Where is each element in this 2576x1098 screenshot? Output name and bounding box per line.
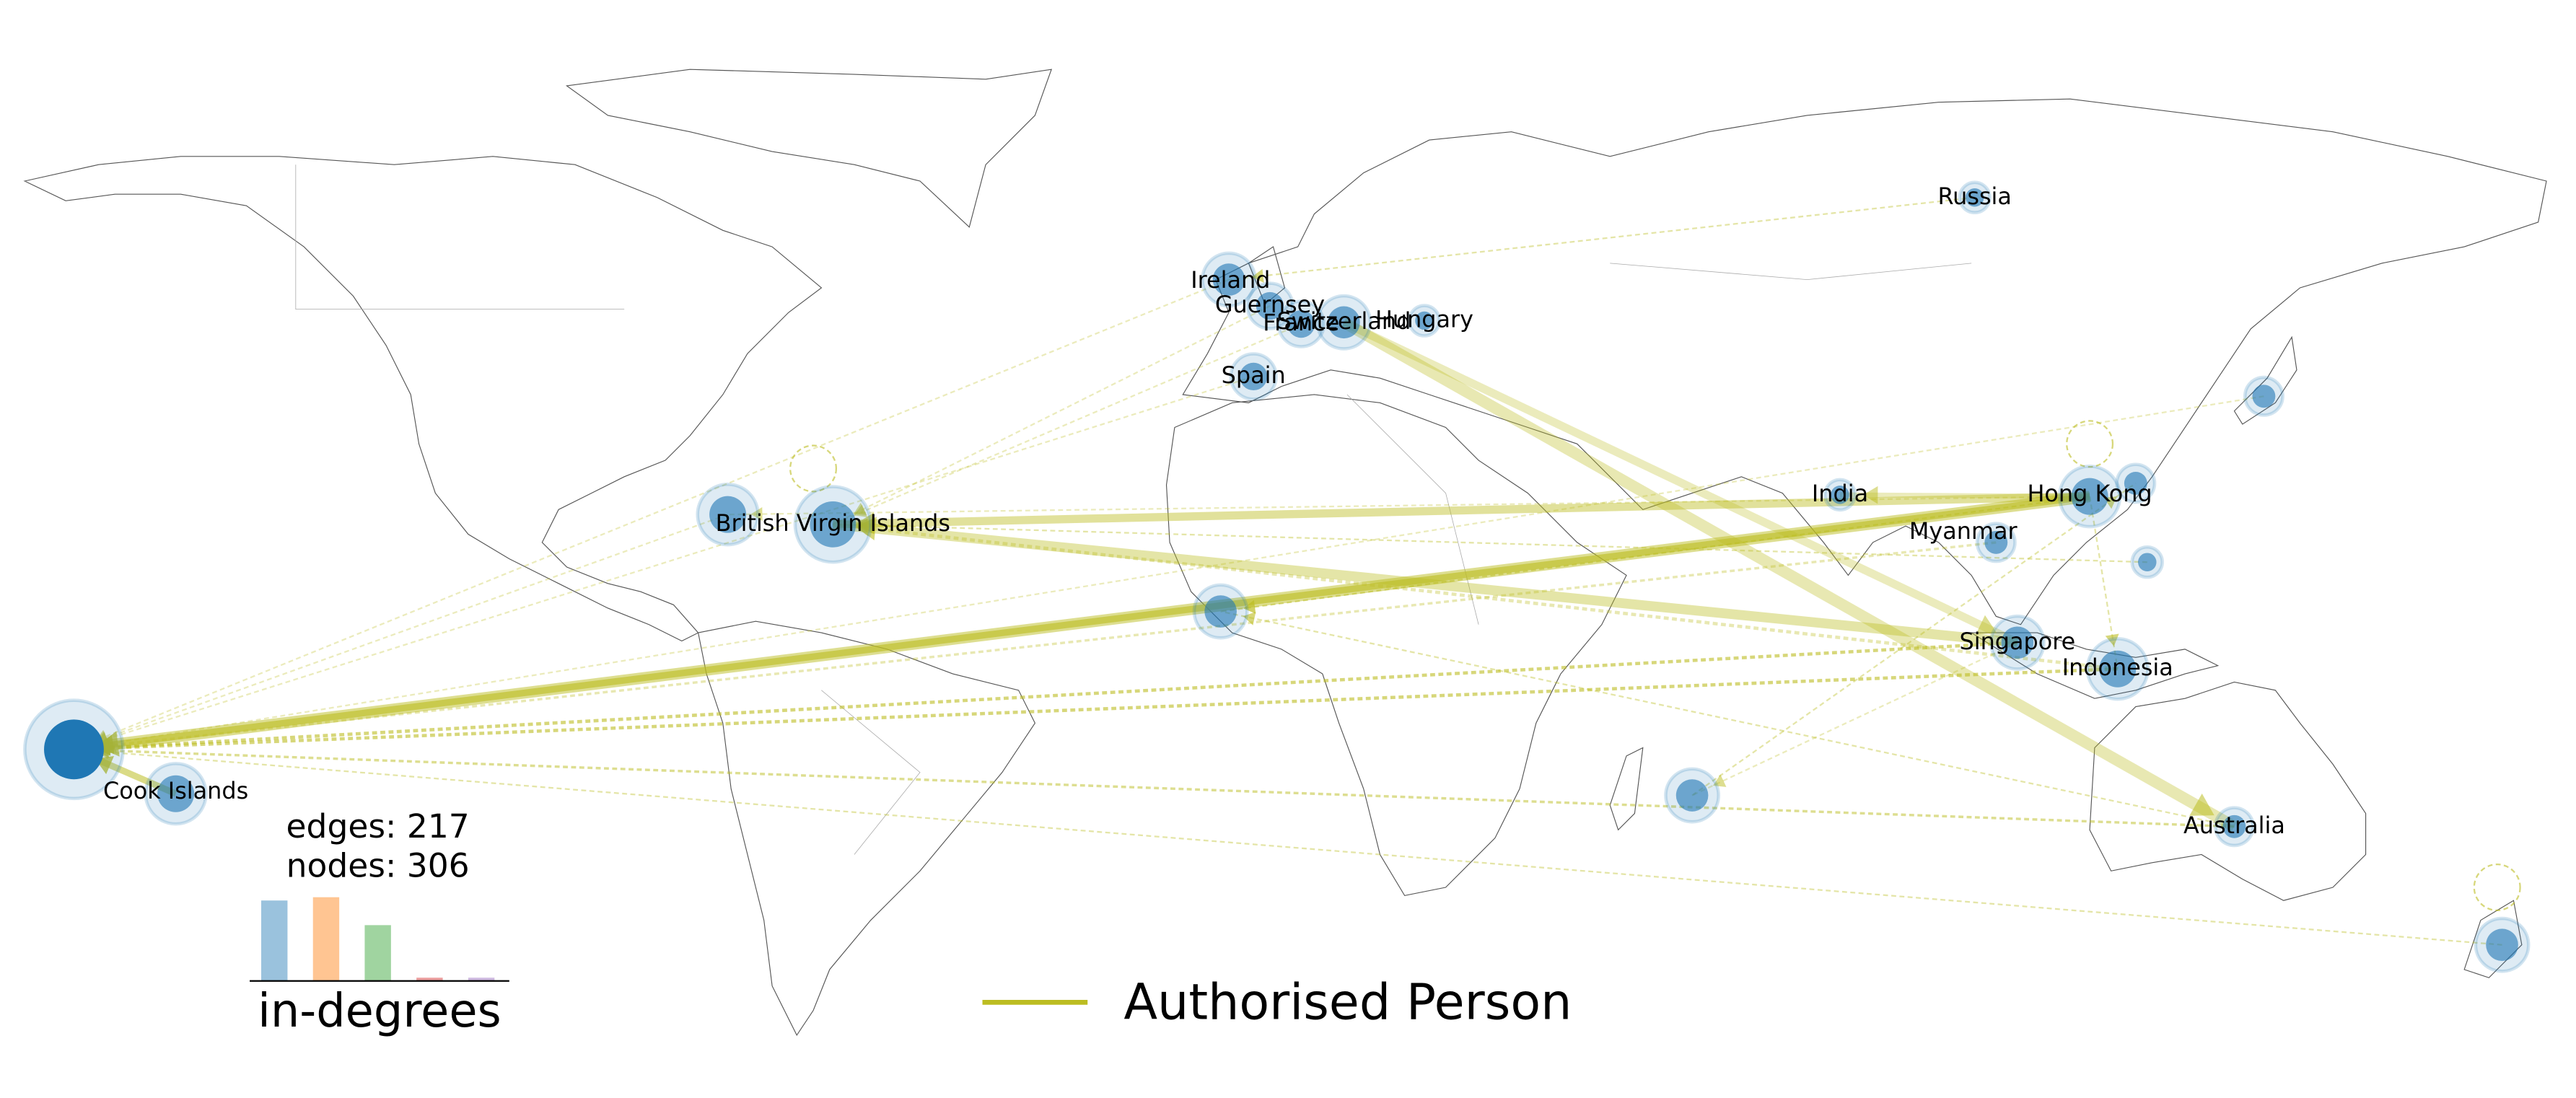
node-label: Cook Islands <box>103 777 248 804</box>
edge <box>74 395 2264 750</box>
node <box>2138 553 2157 571</box>
node <box>810 501 857 548</box>
node-label: Guernsey <box>1215 291 1325 318</box>
edge-arrow <box>1251 268 1264 283</box>
stat-value: 217 <box>407 807 470 846</box>
node-label: Hungary <box>1375 306 1473 333</box>
node-label: Spain <box>1222 361 1286 389</box>
edge <box>73 493 2090 753</box>
node <box>1831 486 1849 504</box>
node <box>1415 311 1434 330</box>
stat-value: 306 <box>407 846 470 884</box>
edge <box>1691 482 2137 796</box>
histogram-bar <box>416 978 443 981</box>
edge <box>74 278 1230 750</box>
node-label: France <box>1263 309 1339 336</box>
node <box>1240 362 1268 391</box>
histogram-bar <box>312 897 340 981</box>
node <box>1287 309 1315 338</box>
edge <box>74 514 729 750</box>
histogram-bar <box>261 900 288 981</box>
edges-count: edges: 217 <box>286 807 470 846</box>
self-loop <box>2066 420 2114 468</box>
edge <box>74 748 2235 828</box>
edge-arrow <box>2189 794 2214 816</box>
node-label: Hong Kong <box>2027 480 2152 507</box>
node-label: Russia <box>1937 183 2011 210</box>
histogram-bar <box>364 925 391 981</box>
node-label: Switzerland <box>1276 307 1411 335</box>
edge-arrow <box>856 520 870 537</box>
histogram-title: in-degrees <box>258 985 501 1038</box>
labels: Russia IrelandGuernseyFranceSwitzerlandHu… <box>103 183 2285 839</box>
edge <box>833 492 2090 529</box>
edge-arrow <box>750 506 763 522</box>
in-degree-histogram <box>261 897 495 981</box>
edge-arrow <box>2105 633 2119 646</box>
edge <box>74 641 2018 752</box>
edge-arrow <box>854 504 868 517</box>
node <box>157 775 195 812</box>
edge <box>74 375 1254 750</box>
edge <box>1220 496 2090 612</box>
edge-arrow <box>1243 612 1256 625</box>
edge-arrow <box>1976 615 1997 635</box>
legend-label: Authorised Person <box>1123 974 1572 1031</box>
edge <box>74 748 2502 946</box>
node-label: Ireland <box>1191 266 1270 294</box>
node <box>709 496 747 533</box>
node <box>2001 626 2034 659</box>
histogram-bar <box>468 978 495 981</box>
nodes <box>23 180 2531 973</box>
node <box>2071 478 2108 515</box>
edge <box>2088 496 2119 669</box>
edge <box>833 523 2147 563</box>
edge <box>1341 317 2238 832</box>
node <box>2222 814 2246 838</box>
edge <box>833 522 2119 671</box>
self-loop <box>2473 864 2521 912</box>
node-label: Australia <box>2183 812 2285 839</box>
base-map <box>23 69 2547 1037</box>
edge <box>1691 641 2018 796</box>
stat-label: nodes: <box>286 846 397 884</box>
node-label: British Virgin Islands <box>716 509 950 537</box>
edge <box>832 305 1271 525</box>
edge <box>832 519 2018 648</box>
node <box>44 719 104 780</box>
node <box>1965 188 1984 207</box>
node <box>2252 385 2276 408</box>
node <box>1256 291 1284 320</box>
nodes-count: nodes: 306 <box>286 846 470 884</box>
edge <box>74 667 2118 752</box>
edge <box>1228 196 1975 281</box>
node-label: Myanmar <box>1909 517 2018 545</box>
self-loop <box>789 444 838 493</box>
node <box>1328 306 1360 339</box>
edge <box>832 323 1302 525</box>
edge <box>727 496 2090 516</box>
edge <box>1341 318 2020 646</box>
node-label: India <box>1812 480 1868 507</box>
edge <box>74 541 1997 751</box>
node-label: Indonesia <box>2062 654 2173 681</box>
edge <box>1839 492 2090 499</box>
edges <box>72 196 2521 946</box>
edge <box>1220 610 2235 827</box>
node <box>2486 928 2518 962</box>
edge-arrow <box>1862 486 1878 504</box>
node <box>1984 530 2008 554</box>
stat-label: edges: <box>286 807 397 846</box>
node <box>1204 595 1237 628</box>
node <box>2124 471 2147 495</box>
edge-arrow <box>1243 599 1256 614</box>
node-label: Singapore <box>1960 628 2076 655</box>
node <box>1675 779 1709 812</box>
node <box>1212 263 1245 296</box>
edge-arrow <box>1712 774 1727 787</box>
node <box>2099 650 2137 688</box>
